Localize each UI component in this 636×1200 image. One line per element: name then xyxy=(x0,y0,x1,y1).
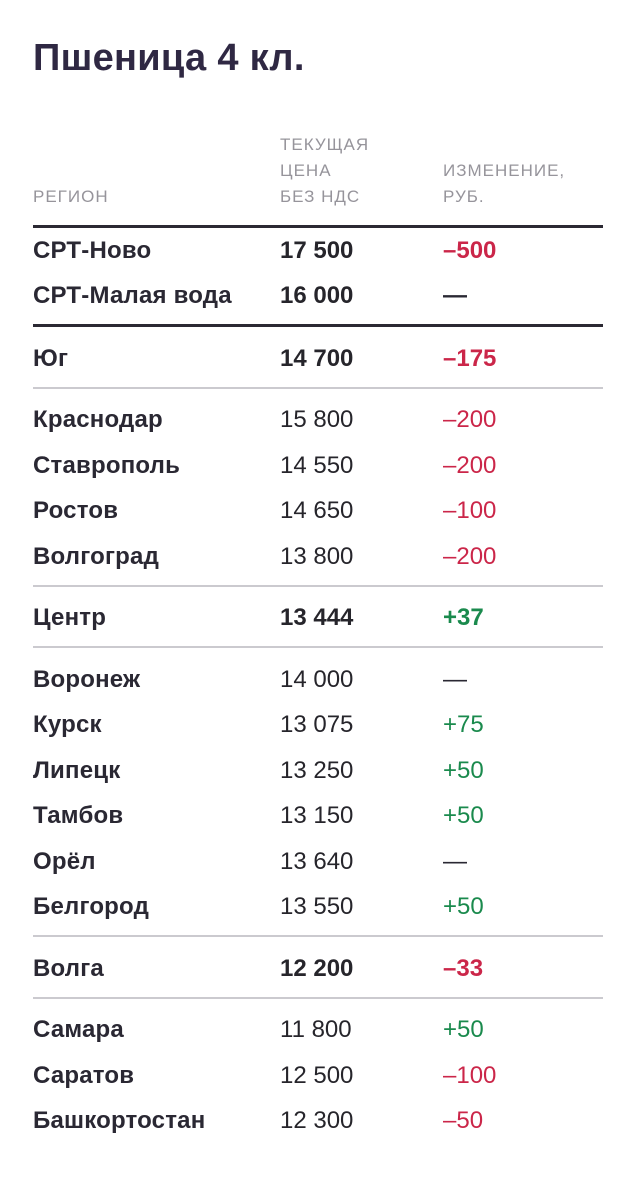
region-cell: Самара xyxy=(33,1016,124,1044)
table-row: Тамбов 13 150 +50 xyxy=(33,794,603,840)
region-cell: Курск xyxy=(33,711,102,739)
change-cell: –500 xyxy=(443,236,497,264)
table-header: РЕГИОН ТЕКУЩАЯ ЦЕНА БЕЗ НДС ИЗМЕНЕНИЕ, Р… xyxy=(33,132,603,228)
section-divider-dark xyxy=(33,324,603,327)
price-cell: 16 000 xyxy=(280,282,354,310)
price-cell: 12 300 xyxy=(280,1107,354,1135)
section-divider-light xyxy=(33,996,603,999)
change-cell: +50 xyxy=(443,1016,484,1044)
change-cell: +50 xyxy=(443,802,484,830)
region-cell: Башкортостан xyxy=(33,1107,206,1135)
change-cell: — xyxy=(443,665,467,693)
change-cell: +50 xyxy=(443,893,484,921)
price-cell: 17 500 xyxy=(280,236,354,264)
column-header-region: РЕГИОН xyxy=(33,187,109,206)
table-row: Башкортостан 12 300 –50 xyxy=(33,1099,603,1145)
region-cell: Белгород xyxy=(33,893,150,921)
table-row: Саратов 12 500 –100 xyxy=(33,1053,603,1099)
section-divider-light xyxy=(33,935,603,937)
region-cell: Ростов xyxy=(33,497,119,525)
price-cell: 14 650 xyxy=(280,497,354,525)
region-cell: Орёл xyxy=(33,847,96,875)
price-cell: 11 800 xyxy=(280,1016,352,1044)
price-cell: 12 200 xyxy=(280,954,354,982)
section-divider-light xyxy=(33,386,603,389)
section-divider-light xyxy=(33,584,603,587)
table-row: Волга 12 200 –33 xyxy=(33,946,603,992)
table-row: Волгоград 13 800 –200 xyxy=(33,534,603,580)
page-title: Пшеница 4 кл. xyxy=(33,37,305,79)
region-cell: Тамбов xyxy=(33,802,124,830)
change-cell: +75 xyxy=(443,711,484,739)
region-cell: Саратов xyxy=(33,1061,135,1089)
table-row: Орёл 13 640 — xyxy=(33,839,603,885)
region-cell: Ставрополь xyxy=(33,451,181,479)
table-row: Краснодар 15 800 –200 xyxy=(33,398,603,444)
table-row: Юг 14 700 –175 xyxy=(33,336,603,382)
change-cell: –175 xyxy=(443,344,497,372)
price-cell: 14 550 xyxy=(280,451,354,479)
region-cell: Волгоград xyxy=(33,542,160,570)
change-cell: –50 xyxy=(443,1107,484,1135)
price-cell: 15 800 xyxy=(280,406,354,434)
table-row: СРТ-Ново 17 500 –500 xyxy=(33,228,603,274)
region-cell: Краснодар xyxy=(33,406,163,434)
price-cell: 13 075 xyxy=(280,711,354,739)
change-cell: –200 xyxy=(443,542,497,570)
table-row: Курск 13 075 +75 xyxy=(33,703,603,749)
region-cell: Волга xyxy=(33,954,104,982)
region-cell: Воронеж xyxy=(33,665,141,693)
table-row: Центр 13 444 +37 xyxy=(33,596,603,642)
table-row: СРТ-Малая вода 16 000 — xyxy=(33,274,603,320)
price-cell: 14 700 xyxy=(280,344,354,372)
table-row: Самара 11 800 +50 xyxy=(33,1008,603,1054)
change-cell: — xyxy=(443,282,467,310)
column-header-change: ИЗМЕНЕНИЕ, РУБ. xyxy=(443,161,566,206)
table-row: Воронеж 14 000 — xyxy=(33,657,603,703)
table-row: Ставрополь 14 550 –200 xyxy=(33,443,603,489)
region-cell: Юг xyxy=(33,344,69,372)
change-cell: — xyxy=(443,847,467,875)
price-cell: 13 250 xyxy=(280,756,354,784)
change-cell: –100 xyxy=(443,1061,497,1089)
region-cell: СРТ-Малая вода xyxy=(33,282,232,310)
region-cell: Липецк xyxy=(33,756,121,784)
price-cell: 13 444 xyxy=(280,604,354,632)
price-cell: 12 500 xyxy=(280,1061,354,1089)
change-cell: –33 xyxy=(443,954,484,982)
price-cell: 13 800 xyxy=(280,542,354,570)
change-cell: +50 xyxy=(443,756,484,784)
section-divider-light xyxy=(33,646,603,648)
price-table-body: СРТ-Ново 17 500 –500 СРТ-Малая вода 16 0… xyxy=(33,228,603,1144)
region-cell: СРТ-Ново xyxy=(33,236,152,264)
price-cell: 13 150 xyxy=(280,802,354,830)
table-row: Липецк 13 250 +50 xyxy=(33,748,603,794)
change-cell: –200 xyxy=(443,451,497,479)
price-cell: 13 550 xyxy=(280,893,354,921)
region-cell: Центр xyxy=(33,604,107,632)
column-header-price: ТЕКУЩАЯ ЦЕНА БЕЗ НДС xyxy=(280,135,370,206)
change-cell: +37 xyxy=(443,604,484,632)
price-table: РЕГИОН ТЕКУЩАЯ ЦЕНА БЕЗ НДС ИЗМЕНЕНИЕ, Р… xyxy=(33,132,603,1144)
table-row: Белгород 13 550 +50 xyxy=(33,885,603,931)
change-cell: –200 xyxy=(443,406,497,434)
change-cell: –100 xyxy=(443,497,497,525)
table-row: Ростов 14 650 –100 xyxy=(33,489,603,535)
price-cell: 13 640 xyxy=(280,847,354,875)
price-cell: 14 000 xyxy=(280,665,354,693)
